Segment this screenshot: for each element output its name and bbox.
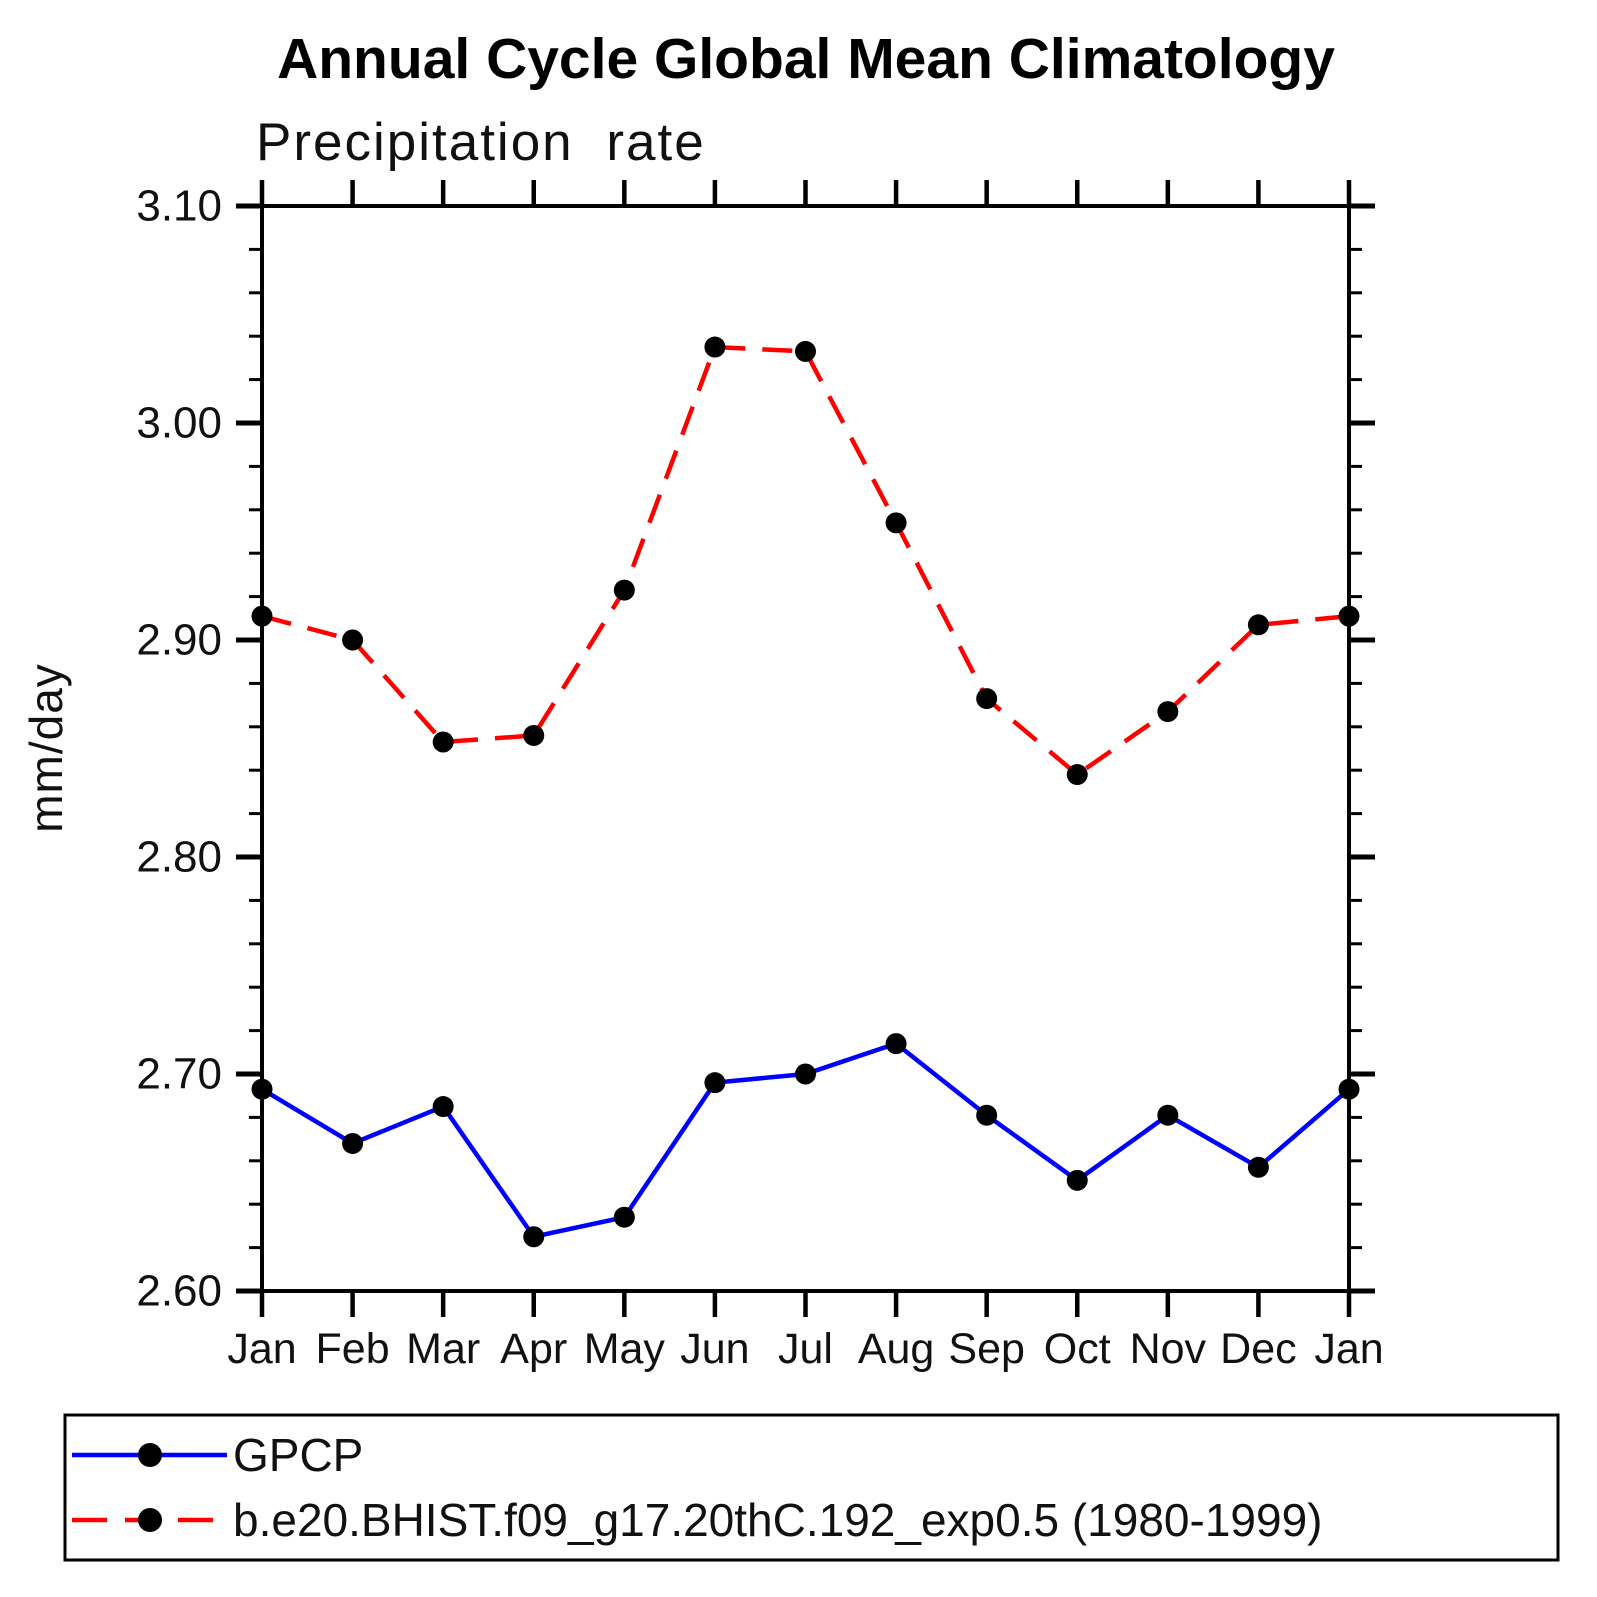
data-point-marker <box>523 724 545 746</box>
data-point-marker <box>704 336 726 358</box>
data-point-marker <box>795 340 816 362</box>
y-tick-label: 2.60 <box>136 1267 222 1316</box>
data-point-marker <box>432 1096 454 1118</box>
data-point-marker <box>251 1078 273 1100</box>
x-tick-label: Apr <box>500 1325 567 1373</box>
x-tick-label: May <box>584 1325 666 1373</box>
data-point-marker <box>1066 1169 1088 1191</box>
legend: GPCP b.e20.BHIST.f09_g17.20thC.192_exp0.5… <box>63 1413 1560 1562</box>
data-point-marker <box>251 605 273 627</box>
y-tick-label: 2.80 <box>136 833 222 882</box>
x-tick-label: Feb <box>316 1325 390 1373</box>
x-tick-label: Mar <box>406 1325 480 1373</box>
legend-box <box>63 1413 1560 1562</box>
data-point-marker <box>1247 614 1269 636</box>
data-point-marker <box>795 1063 816 1085</box>
data-point-marker <box>976 688 998 710</box>
data-point-marker <box>885 1033 907 1055</box>
data-point-marker <box>342 1132 364 1154</box>
data-point-marker <box>704 1072 726 1094</box>
y-tick-label: 3.10 <box>136 182 222 231</box>
y-tick-label: 2.90 <box>136 616 222 665</box>
data-point-marker <box>613 579 635 601</box>
legend-label: b.e20.BHIST.f09_g17.20thC.192_exp0.5 (19… <box>233 1494 1322 1546</box>
data-point-marker <box>432 731 454 753</box>
x-tick-label: Dec <box>1220 1325 1296 1373</box>
x-tick-label: Aug <box>858 1325 935 1373</box>
data-point-marker <box>613 1206 635 1228</box>
legend-marker <box>138 1443 162 1467</box>
data-point-marker <box>523 1226 545 1248</box>
legend-marker <box>138 1508 162 1532</box>
y-tick-label: 3.00 <box>136 399 222 448</box>
axes: 2.60 2.70 2.80 2.90 3.00 3.10 Jan Feb Mar Apr May J… <box>136 180 1384 1373</box>
x-tick-label: Jan <box>227 1325 296 1373</box>
data-point-marker <box>885 512 907 534</box>
x-tick-label: Jun <box>680 1325 749 1373</box>
series-line-model <box>261 344 1350 778</box>
y-tick-label: 2.70 <box>136 1050 222 1099</box>
data-point-marker <box>1157 701 1179 723</box>
data-point-marker <box>342 629 364 651</box>
x-tick-label: Jan <box>1314 1325 1383 1373</box>
plot-frame <box>260 204 1351 1293</box>
data-point-marker <box>1338 605 1360 627</box>
data-point-marker <box>976 1104 998 1126</box>
chart-title: Annual Cycle Global Mean Climatology <box>277 27 1335 91</box>
data-point-marker <box>1157 1104 1179 1126</box>
data-point-marker <box>1338 1078 1360 1100</box>
y-axis-label: mm/day <box>20 663 72 833</box>
x-tick-label: Jul <box>778 1325 833 1373</box>
x-tick-label: Sep <box>948 1325 1025 1373</box>
legend-label: GPCP <box>233 1429 363 1481</box>
data-point-marker <box>1247 1156 1269 1178</box>
chart-subtitle: Precipitation rate <box>256 113 706 172</box>
data-series <box>251 336 1360 1248</box>
x-tick-label: Oct <box>1044 1325 1111 1373</box>
x-tick-label: Nov <box>1130 1325 1207 1373</box>
data-point-marker <box>1066 764 1088 786</box>
